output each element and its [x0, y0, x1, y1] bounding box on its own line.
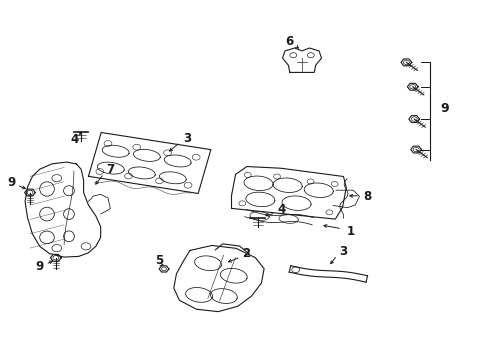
Text: 9: 9 [439, 102, 448, 115]
Text: 6: 6 [285, 35, 293, 48]
Text: 1: 1 [346, 225, 354, 238]
Text: 9: 9 [35, 260, 43, 273]
Text: 4: 4 [71, 132, 79, 145]
Text: 3: 3 [339, 245, 347, 258]
Text: 5: 5 [155, 254, 163, 267]
Text: 2: 2 [242, 247, 250, 260]
Text: 4: 4 [277, 203, 285, 216]
Text: 7: 7 [106, 163, 114, 176]
Text: 3: 3 [183, 132, 191, 145]
Text: 8: 8 [363, 190, 371, 203]
Text: 9: 9 [7, 176, 16, 189]
